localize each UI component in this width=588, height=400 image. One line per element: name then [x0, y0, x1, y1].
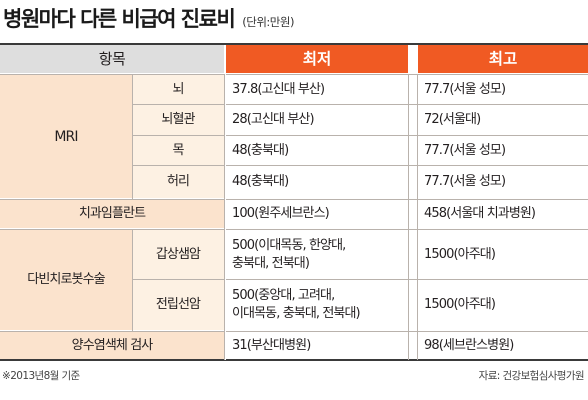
- max-brain-vessel: 72(서울대): [418, 105, 588, 135]
- unit-label: (단위:만원): [242, 14, 294, 30]
- mri-sub-brain-vessel: 뇌혈관: [132, 105, 224, 135]
- max-amnio: 98(세브란스병원): [418, 332, 588, 359]
- davinci-label: 다빈치로봇수술: [0, 230, 132, 330]
- mri-sub-neck: 목: [132, 136, 224, 165]
- implant-label: 치과임플란트: [0, 200, 224, 228]
- mri-label: MRI: [0, 75, 132, 198]
- title-block: 병원마다 다른 비급여 진료비 (단위:만원): [3, 3, 294, 33]
- amnio-label: 양수염색체 검사: [0, 332, 224, 359]
- mri-sub-brain: 뇌: [132, 75, 224, 104]
- max-thyroid: 1500(아주대): [418, 230, 588, 279]
- max-waist: 77.7(서울 성모): [418, 166, 588, 198]
- header-min: 최저: [226, 45, 408, 73]
- max-neck: 77.7(서울 성모): [418, 136, 588, 165]
- max-brain: 77.7(서울 성모): [418, 75, 588, 104]
- min-thyroid-line1: 500(이대목동, 한양대,: [232, 237, 345, 255]
- min-thyroid: 500(이대목동, 한양대, 충북대, 전북대): [226, 230, 408, 279]
- min-implant: 100(원주세브란스): [226, 200, 408, 228]
- davinci-sub-thyroid: 갑상샘암: [132, 230, 224, 279]
- footnote: ※2013년8월 기준: [2, 368, 80, 383]
- source-credit: 자료: 건강보험심사평가원: [479, 368, 584, 383]
- min-prostate-line2: 이대목동, 충북대, 전북대): [232, 305, 360, 323]
- davinci-sub-prostate: 전립선암: [132, 280, 224, 330]
- page-title: 병원마다 다른 비급여 진료비: [3, 3, 234, 33]
- min-prostate: 500(중앙대, 고려대, 이대목동, 충북대, 전북대): [226, 280, 408, 330]
- min-brain-vessel: 28(고신대 부산): [226, 105, 408, 135]
- header-item: 항목: [0, 45, 224, 73]
- min-brain: 37.8(고신대 부산): [226, 75, 408, 104]
- header-max: 최고: [418, 45, 588, 73]
- min-thyroid-line2: 충북대, 전북대): [232, 255, 345, 273]
- max-implant: 458(서울대 치과병원): [418, 200, 588, 228]
- mri-sub-waist: 허리: [132, 166, 224, 198]
- min-prostate-line1: 500(중앙대, 고려대,: [232, 287, 360, 305]
- min-neck: 48(충북대): [226, 136, 408, 165]
- max-prostate: 1500(아주대): [418, 280, 588, 330]
- min-waist: 48(충북대): [226, 166, 408, 198]
- min-amnio: 31(부산대병원): [226, 332, 408, 359]
